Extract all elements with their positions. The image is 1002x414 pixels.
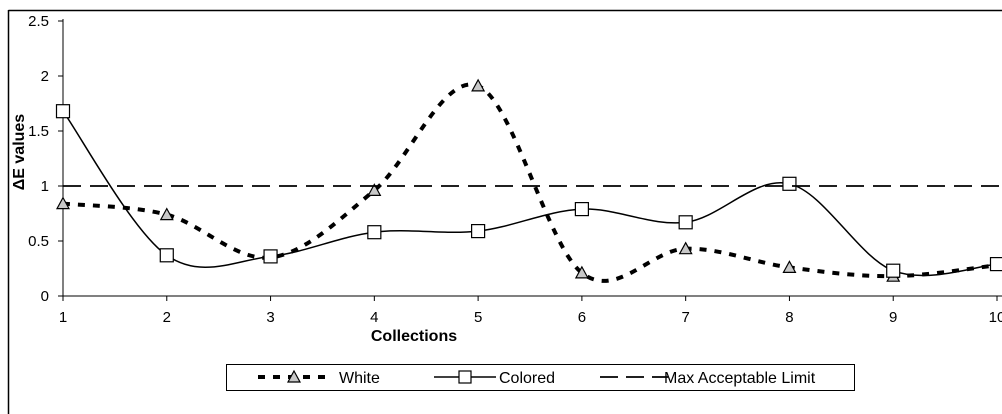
legend-white-label: White (339, 370, 380, 387)
legend-colored-marker (458, 370, 472, 384)
white-point (367, 183, 382, 196)
colored-point (574, 202, 589, 217)
series-layer (55, 78, 1002, 283)
x-tick-label: 4 (370, 309, 378, 326)
x-tick-label: 5 (474, 309, 482, 326)
tick-labels: 0 0.5 1 1.5 2 2.5 1 2 3 4 5 6 7 8 9 10 (28, 13, 1002, 326)
colored-point (471, 224, 486, 239)
white-line (62, 82, 998, 283)
y-tick-label: 1 (41, 178, 49, 195)
white-point (159, 207, 174, 221)
legend-entry-colored: Colored (434, 370, 555, 387)
colored-point (159, 248, 174, 263)
legend: White Colored Max Acceptable Limit (226, 364, 855, 391)
axes (58, 19, 1002, 301)
colored-point (367, 225, 382, 240)
x-tick-label: 9 (889, 309, 897, 326)
white-point (471, 78, 486, 92)
legend-colored-label: Colored (499, 370, 555, 387)
white-point (55, 196, 71, 210)
x-tick-label: 10 (989, 309, 1002, 326)
white-point (678, 241, 693, 255)
y-tick-label: 2 (41, 68, 49, 85)
colored-point (989, 257, 1002, 272)
x-tick-label: 2 (163, 309, 171, 326)
colored-point (55, 104, 71, 119)
colored-point (678, 215, 693, 230)
y-tick-label: 0.5 (28, 233, 49, 250)
y-axis-title: ΔE values (11, 114, 28, 191)
x-tick-label: 1 (59, 309, 67, 326)
x-axis-title: Collections (371, 328, 457, 345)
legend-max-label: Max Acceptable Limit (664, 370, 816, 387)
x-tick-label: 7 (681, 309, 689, 326)
colored-point (263, 249, 278, 264)
colored-point (886, 263, 901, 278)
x-tick-label: 8 (785, 309, 793, 326)
y-tick-label: 1.5 (28, 123, 49, 140)
legend-entry-white: White (258, 369, 380, 387)
white-point (782, 260, 797, 273)
legend-white-marker (286, 369, 302, 383)
colored-line (62, 110, 998, 277)
white-point (574, 265, 589, 279)
legend-entry-max-limit: Max Acceptable Limit (600, 370, 816, 387)
colored-point (782, 176, 797, 191)
y-tick-label: 2.5 (28, 13, 49, 30)
y-tick-label: 0 (41, 288, 49, 305)
x-tick-label: 6 (578, 309, 586, 326)
x-tick-label: 3 (266, 309, 274, 326)
legend-box (226, 364, 855, 391)
